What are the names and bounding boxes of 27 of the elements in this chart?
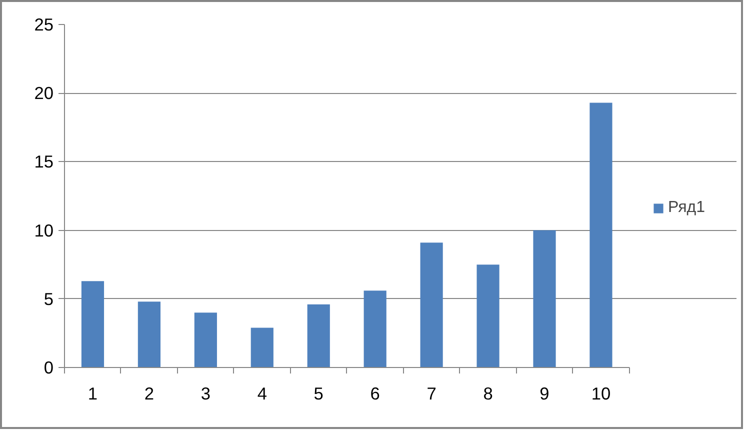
- y-tick-label: 0: [44, 358, 54, 378]
- x-tick-label: 1: [88, 384, 98, 404]
- x-tick-label: 2: [144, 384, 154, 404]
- bar: [590, 102, 612, 368]
- x-tick-label: 9: [540, 384, 550, 404]
- y-tick-label: 20: [34, 83, 54, 104]
- x-tick-label: 5: [314, 384, 324, 404]
- bar: [476, 264, 500, 368]
- bar: [533, 230, 556, 368]
- bar: [250, 328, 274, 368]
- bar: [194, 312, 217, 368]
- bar: [307, 304, 330, 368]
- y-tick-label: 15: [34, 152, 54, 172]
- x-tick-label: 10: [591, 384, 611, 404]
- bar: [364, 290, 386, 368]
- x-tick-label: 3: [200, 384, 210, 404]
- y-tick-label: 5: [44, 288, 54, 309]
- y-tick-label: 25: [34, 14, 54, 34]
- legend-label: Ряд1: [668, 199, 706, 217]
- bar: [420, 242, 443, 368]
- x-tick-label: 8: [483, 384, 493, 404]
- y-tick-label: 10: [34, 220, 54, 240]
- bar: [138, 302, 160, 368]
- x-tick-label: 7: [426, 384, 436, 404]
- x-tick-label: 6: [370, 384, 380, 404]
- x-tick-label: 4: [257, 384, 268, 404]
- bar: [81, 281, 104, 368]
